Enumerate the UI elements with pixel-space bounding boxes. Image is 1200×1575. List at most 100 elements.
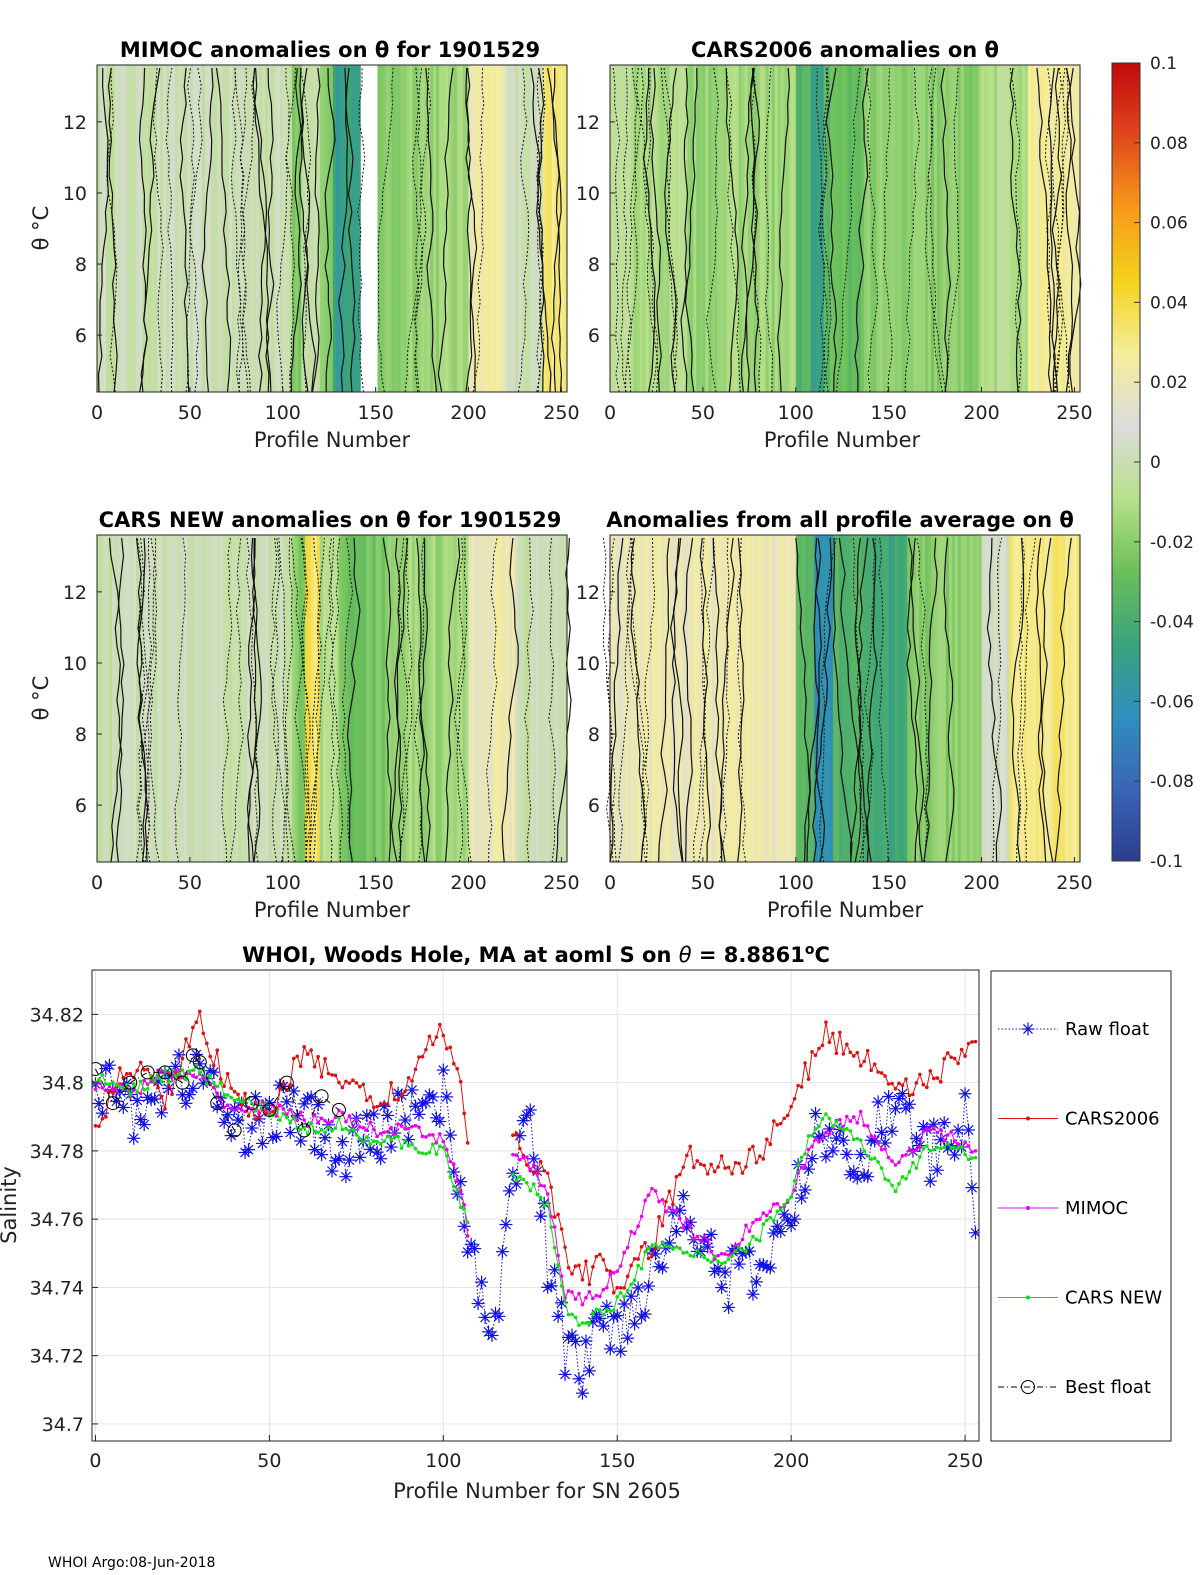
- contour-line: [393, 537, 403, 863]
- x-tick-label: 200: [450, 872, 486, 894]
- heatmap-cell: [253, 65, 257, 392]
- series-mimoc-marker: [639, 1214, 644, 1219]
- series-cars-new-marker: [121, 1086, 126, 1090]
- heatmap-cell: [178, 535, 182, 862]
- series-cars2006-marker: [431, 1042, 435, 1047]
- heatmap-cell: [338, 535, 343, 862]
- heatmap-cell: [127, 65, 131, 392]
- heatmap-cell: [660, 535, 665, 862]
- heatmap-cell: [148, 535, 152, 862]
- series-cars-new-marker: [552, 1245, 557, 1250]
- series-cars-new-marker: [211, 1081, 216, 1085]
- series-cars-new-marker: [956, 1146, 960, 1150]
- series-cars-new-marker: [771, 1218, 776, 1223]
- heatmap-cell: [554, 535, 559, 862]
- heatmap-cell: [323, 65, 328, 392]
- series-mimoc-marker: [688, 1224, 693, 1228]
- heatmap-cell: [521, 65, 525, 392]
- series-mimoc-marker: [340, 1111, 345, 1115]
- series-cars2006-marker: [657, 1214, 661, 1219]
- series-cars2006-marker: [392, 1097, 397, 1102]
- x-axis-label: Profile Number: [764, 428, 921, 452]
- heatmap-cell: [1067, 65, 1072, 392]
- series-cars2006-marker: [145, 1067, 150, 1072]
- heatmap-cell: [823, 535, 828, 862]
- series-cars-new-marker: [545, 1200, 550, 1205]
- series-mimoc-marker: [942, 1139, 947, 1143]
- series-mimoc-marker: [824, 1130, 828, 1135]
- series-cars-new-marker: [340, 1127, 345, 1132]
- heatmap-cell: [750, 65, 755, 392]
- series-cars-new-marker: [438, 1144, 442, 1148]
- heatmap-cell: [690, 65, 694, 392]
- series-cars2006-marker: [305, 1052, 310, 1056]
- heatmap-cell: [400, 65, 405, 392]
- series-cars-new-marker: [135, 1090, 140, 1095]
- x-tick-label: 50: [691, 872, 715, 894]
- series-cars-new-marker: [375, 1140, 380, 1144]
- series-mimoc-marker: [298, 1110, 303, 1114]
- series-cars-new-marker: [820, 1117, 825, 1121]
- heatmap-cell: [1018, 65, 1023, 392]
- series-mimoc-marker: [865, 1124, 870, 1128]
- series-cars-new-marker: [128, 1093, 133, 1097]
- contour-line: [854, 537, 862, 863]
- heatmap-cell: [811, 535, 815, 862]
- heatmap-cell: [378, 535, 383, 862]
- series-mimoc-marker: [869, 1134, 873, 1138]
- series-cars2006-marker: [709, 1162, 713, 1167]
- heatmap-cell: [705, 65, 710, 392]
- series-cars2006-marker: [187, 1044, 192, 1049]
- series-cars2006-marker: [618, 1286, 623, 1290]
- heatmap-cell: [901, 535, 905, 862]
- raw-float-marker: [242, 1143, 256, 1157]
- heatmap-cell: [866, 65, 871, 392]
- heatmap-cell: [888, 535, 893, 862]
- series-mimoc-marker: [326, 1120, 331, 1125]
- series-cars2006-marker: [288, 1083, 293, 1087]
- raw-float-marker: [311, 1098, 325, 1112]
- series-mimoc-marker: [973, 1149, 978, 1153]
- series-cars2006-marker: [170, 1092, 174, 1097]
- heatmap-cell: [960, 535, 965, 862]
- contour-line: [864, 67, 878, 393]
- heatmap-cell: [1024, 65, 1029, 392]
- heatmap-cell: [1070, 65, 1075, 392]
- series-cars2006-marker: [278, 1086, 282, 1091]
- contour-line: [425, 67, 437, 393]
- series-cars-new-marker: [514, 1178, 519, 1183]
- heatmap-cell: [610, 65, 614, 392]
- series-cars2006-marker: [427, 1034, 432, 1039]
- heatmap-cell: [744, 535, 749, 862]
- heatmap-cell: [420, 535, 425, 862]
- raw-float-marker: [360, 1108, 374, 1122]
- series-cars2006-marker: [375, 1104, 380, 1109]
- heatmap-cell: [669, 535, 674, 862]
- heatmap-cell: [421, 65, 425, 392]
- heatmap-cell: [1009, 65, 1014, 392]
- heatmap-cell: [711, 65, 716, 392]
- heatmap-cell: [879, 65, 884, 392]
- contour-line: [795, 537, 811, 863]
- series-mimoc-marker: [681, 1226, 686, 1230]
- heatmap-cell: [723, 535, 728, 862]
- x-tick-label: 0: [604, 872, 616, 894]
- raw-float-marker: [443, 1128, 457, 1142]
- heatmap-cell: [901, 65, 905, 392]
- series-cars-new-marker: [392, 1135, 397, 1139]
- y-tick-label: 10: [63, 183, 87, 205]
- heatmap-cell: [205, 65, 209, 392]
- heatmap-cell: [274, 65, 278, 392]
- heatmap-cell: [265, 535, 269, 862]
- raw-float-marker: [544, 1279, 558, 1293]
- heatmap-cell: [726, 65, 731, 392]
- heatmap-cell: [1035, 535, 1040, 862]
- heatmap-cell: [963, 65, 968, 392]
- series-cars2006-marker: [959, 1047, 964, 1052]
- heatmap-cell: [136, 65, 140, 392]
- series-mimoc-marker: [726, 1253, 731, 1257]
- series-cars2006-marker: [573, 1264, 578, 1269]
- raw-float-marker: [788, 1212, 802, 1226]
- series-cars-new-marker: [904, 1176, 908, 1181]
- heatmap-cell: [942, 535, 947, 862]
